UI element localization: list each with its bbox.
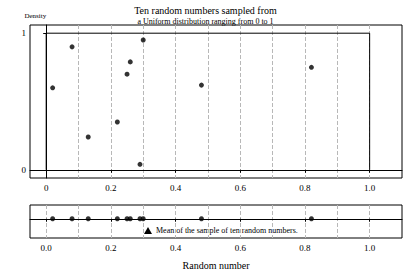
svg-text:0.2: 0.2 [105,183,116,193]
svg-text:Density: Density [24,12,46,20]
svg-text:0.0: 0.0 [41,243,53,253]
svg-text:0.4: 0.4 [170,183,182,193]
svg-text:1.0: 1.0 [364,243,376,253]
svg-text:0.8: 0.8 [299,243,311,253]
svg-text:0: 0 [44,183,49,193]
svg-text:0.4: 0.4 [170,243,182,253]
svg-text:0.2: 0.2 [105,243,116,253]
svg-text:0.6: 0.6 [235,183,247,193]
svg-text:1.0: 1.0 [364,183,376,193]
svg-text:0.6: 0.6 [235,243,247,253]
svg-text:0: 0 [22,165,27,175]
svg-text:1: 1 [22,28,27,38]
svg-text:0.8: 0.8 [299,183,311,193]
svg-text:Ten random numbers sampled fro: Ten random numbers sampled from [134,5,277,16]
svg-text:Mean of the sample of ten rand: Mean of the sample of ten random numbers… [156,226,298,235]
svg-text:Random number: Random number [183,260,251,271]
svg-text:a Uniform distribution ranging: a Uniform distribution ranging from 0 to… [137,17,273,26]
